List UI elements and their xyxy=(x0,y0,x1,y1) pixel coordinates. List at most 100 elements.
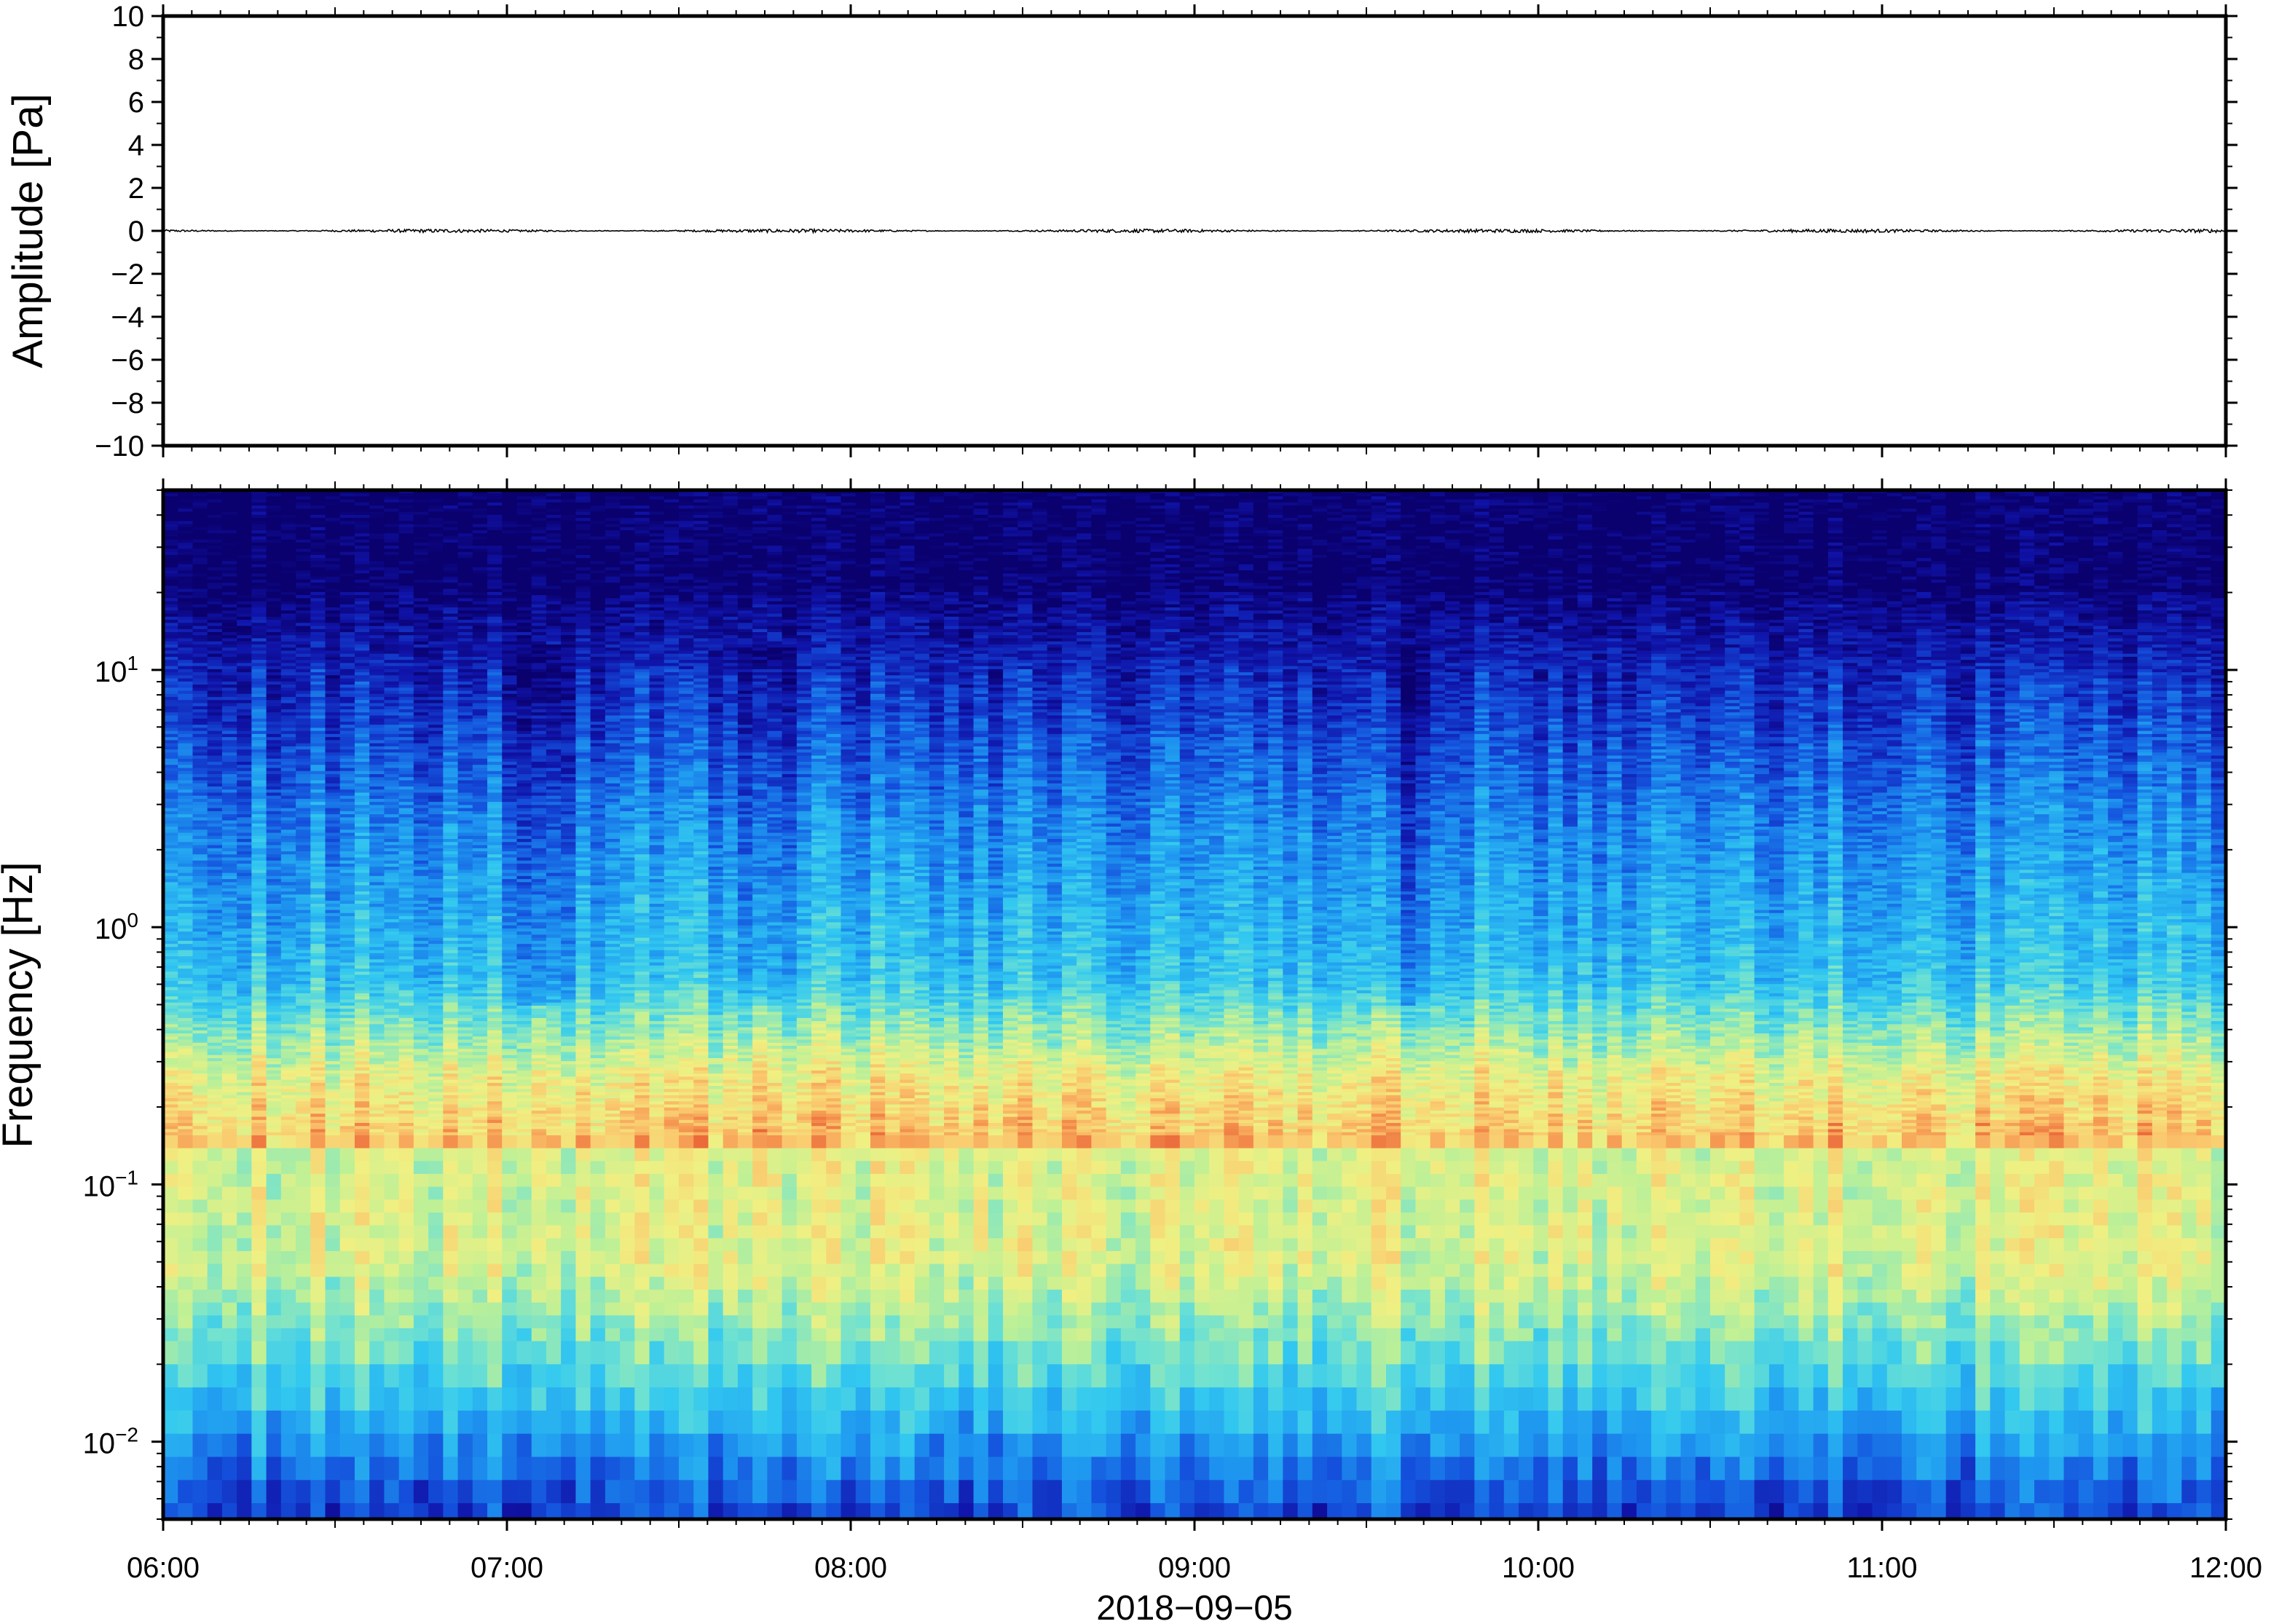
spectrogram-cell xyxy=(443,1480,458,1504)
spectrogram-cell xyxy=(340,1199,355,1213)
spectrogram-cell xyxy=(443,1187,458,1200)
spectrogram-cell xyxy=(340,1411,355,1435)
spectrogram-cell xyxy=(340,1135,355,1148)
spectrogram-cell xyxy=(251,1303,267,1316)
spectrogram-cell xyxy=(237,1187,252,1200)
spectrogram-cell xyxy=(192,1174,208,1187)
spectrogram-cell xyxy=(192,1480,208,1504)
spectrogram-cell xyxy=(428,1315,444,1328)
spectrogram-cell xyxy=(237,1238,252,1251)
spectrogram-cell xyxy=(237,1148,252,1162)
spectrogram-cell xyxy=(355,1328,370,1341)
spectrogram-cell xyxy=(281,1174,296,1187)
spectrogram-cell xyxy=(326,1480,341,1504)
spectrogram-cell xyxy=(369,1434,385,1458)
spectrogram-cell xyxy=(251,1387,267,1411)
spectrogram-cell xyxy=(326,1161,341,1174)
spectrogram-cell xyxy=(208,1387,223,1411)
spectrogram-cell xyxy=(178,1303,193,1316)
spectrogram-cell xyxy=(326,1199,341,1213)
spectrogram-cell xyxy=(163,1264,178,1277)
spectrogram-cell xyxy=(267,1148,282,1162)
spectrogram-cell xyxy=(281,1213,296,1226)
spectrogram-cell xyxy=(296,1148,311,1162)
spectrogram-cell xyxy=(384,1251,399,1264)
spectrogram-cell xyxy=(369,1303,385,1316)
spectrogram-cell xyxy=(163,1277,178,1290)
spectrogram-cell xyxy=(428,1226,444,1239)
spectrogram-cell xyxy=(414,1290,429,1303)
spectrogram-cell xyxy=(281,1364,296,1388)
spectrogram-cell xyxy=(281,1135,296,1148)
spectrogram-cell xyxy=(340,1364,355,1388)
spectrogram-cell xyxy=(237,1303,252,1316)
spectrogram-cell xyxy=(208,1434,223,1458)
spectrogram-cell xyxy=(399,1226,414,1239)
spectrogram-cell xyxy=(369,1387,385,1411)
spectrogram-cell xyxy=(355,1411,370,1435)
spectrogram-cell xyxy=(384,1264,399,1277)
spectrogram-cell xyxy=(310,1480,326,1504)
spectrogram-cell xyxy=(163,1457,178,1481)
spectrogram-cell xyxy=(251,1411,267,1435)
spectrogram-cell xyxy=(208,1290,223,1303)
spectrogram-cell xyxy=(369,1315,385,1328)
spectrogram-cell xyxy=(414,1341,429,1365)
spectrogram-cell xyxy=(208,1161,223,1174)
spectrogram-cell xyxy=(310,1213,326,1226)
spectrogram-cell xyxy=(163,1303,178,1316)
spectrogram-cell xyxy=(267,1387,282,1411)
spectrogram-cell xyxy=(281,1434,296,1458)
spectrogram-cell xyxy=(399,1174,414,1187)
spectrogram-cell xyxy=(178,1457,193,1481)
spectrogram-cell xyxy=(340,1290,355,1303)
spectrogram-cell xyxy=(237,1264,252,1277)
spectrogram-cell xyxy=(267,1135,282,1148)
spectrogram-cell xyxy=(267,1341,282,1365)
spectrogram-cell xyxy=(369,1174,385,1187)
spectrogram-cell xyxy=(267,1457,282,1481)
spectrogram-cell xyxy=(163,1364,178,1388)
spectrogram-cell xyxy=(281,1328,296,1341)
spectrogram-cell xyxy=(310,1238,326,1251)
spectrogram-cell xyxy=(222,1135,237,1148)
spectrogram-cell xyxy=(326,1434,341,1458)
spectrogram-cell xyxy=(384,1226,399,1239)
spectrogram-cell xyxy=(443,1411,458,1435)
spectrogram-cell xyxy=(399,1290,414,1303)
spectrogram-cell xyxy=(222,1315,237,1328)
spectrogram-cell xyxy=(296,1315,311,1328)
spectrogram-cell xyxy=(267,1277,282,1290)
spectrogram-cell xyxy=(267,1238,282,1251)
spectrogram-cell xyxy=(296,1480,311,1504)
spectrogram-cell xyxy=(384,1480,399,1504)
spectrogram-cell xyxy=(222,1199,237,1213)
spectrogram-cell xyxy=(355,1161,370,1174)
spectrogram-cell xyxy=(428,1213,444,1226)
spectrogram-cell xyxy=(163,1411,178,1435)
spectrogram-cell xyxy=(399,1480,414,1504)
spectrogram-cell xyxy=(310,1341,326,1365)
spectrogram-cell xyxy=(399,1364,414,1388)
spectrogram-cell xyxy=(222,1411,237,1435)
spectrogram-cell xyxy=(355,1503,370,1520)
spectrogram-cell xyxy=(296,1290,311,1303)
spectrogram-cell xyxy=(178,1387,193,1411)
spectrogram-cell xyxy=(326,1226,341,1239)
spectrogram-cell xyxy=(208,1480,223,1504)
spectrogram-cell xyxy=(369,1148,385,1162)
spectrogram-cell xyxy=(163,1290,178,1303)
spectrogram-cell xyxy=(222,1503,237,1520)
spectrogram-cell xyxy=(178,1199,193,1213)
spectrogram-cell xyxy=(163,1434,178,1458)
spectrogram-cell xyxy=(414,1328,429,1341)
spectrogram-cell xyxy=(443,1328,458,1341)
spectrogram-cell xyxy=(340,1264,355,1277)
spectrogram-cell xyxy=(208,1303,223,1316)
spectrogram-cell xyxy=(267,1328,282,1341)
spectrogram-cell xyxy=(163,1387,178,1411)
spectrogram-cell xyxy=(326,1411,341,1435)
spectrogram-cell xyxy=(163,1503,178,1520)
spectrogram-cell xyxy=(428,1290,444,1303)
spectrogram-cell xyxy=(222,1187,237,1200)
